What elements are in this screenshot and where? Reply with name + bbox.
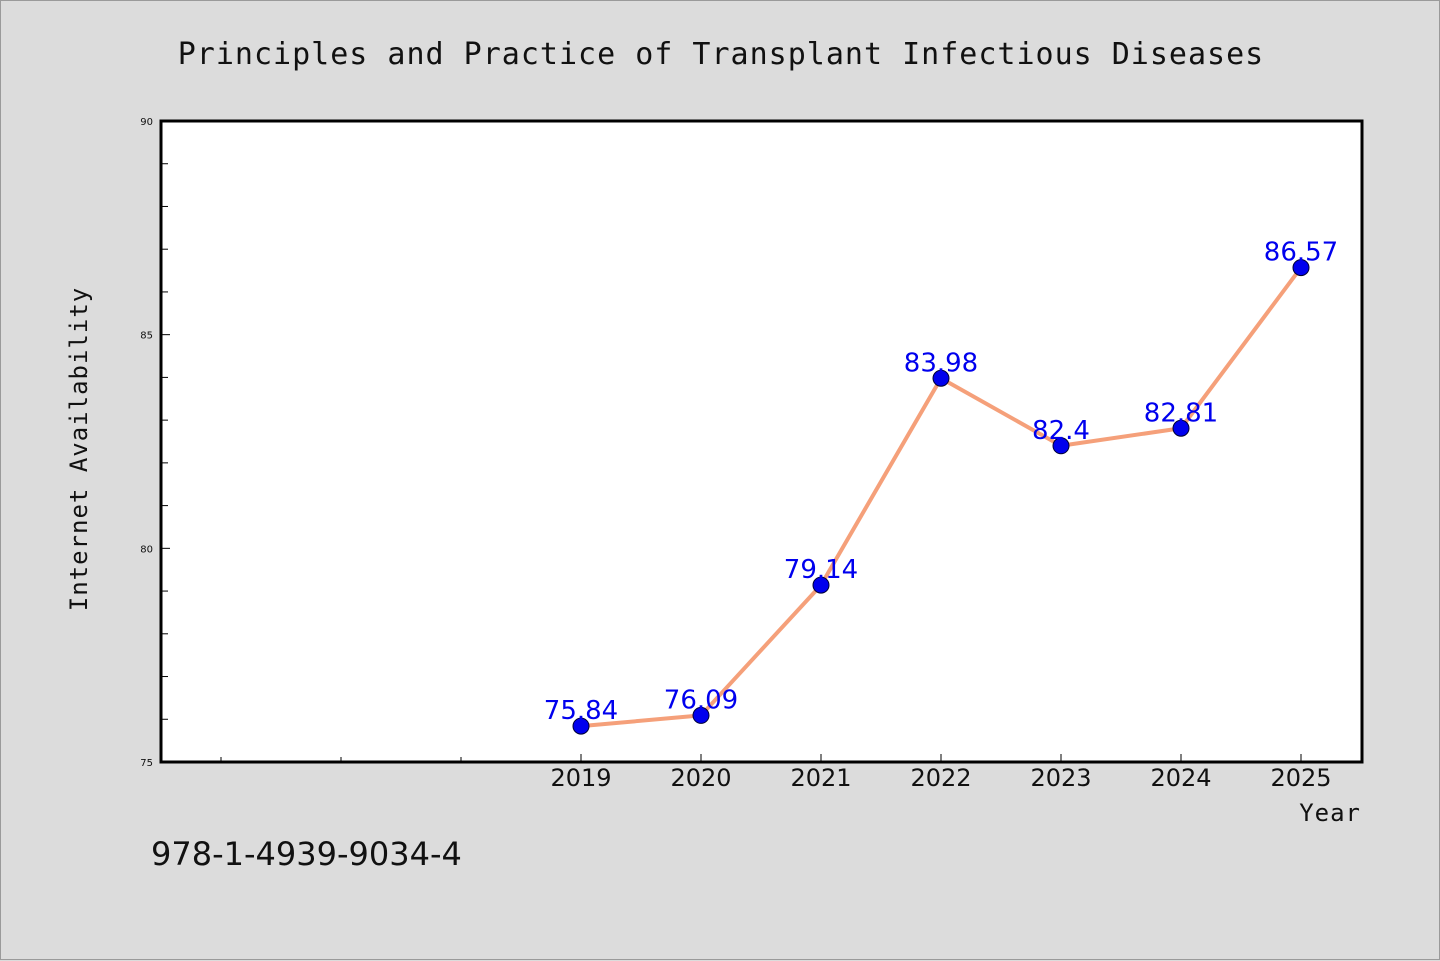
x-tick-label: 2021 bbox=[790, 764, 851, 792]
x-tick-label: 2024 bbox=[1150, 764, 1211, 792]
y-tick-label: 80 bbox=[140, 544, 153, 555]
data-label: 83.98 bbox=[904, 348, 978, 378]
data-point bbox=[1052, 437, 1070, 455]
isbn-text: 978-1-4939-9034-4 bbox=[151, 835, 462, 873]
y-axis-label: Internet Availability bbox=[65, 287, 93, 611]
plot-area bbox=[159, 119, 1364, 764]
data-point bbox=[692, 706, 710, 724]
data-point bbox=[932, 369, 950, 387]
data-points bbox=[572, 259, 1310, 735]
data-label: 82.4 bbox=[1032, 416, 1090, 446]
data-labels: 75.84 76.09 79.14 83.98 82.4 82.81 86.57 bbox=[544, 238, 1338, 727]
data-label: 76.09 bbox=[664, 685, 738, 715]
chart-title: Principles and Practice of Transplant In… bbox=[178, 37, 1265, 72]
y-tick-label: 75 bbox=[140, 758, 153, 769]
data-label: 86.57 bbox=[1264, 238, 1338, 268]
data-point bbox=[812, 576, 830, 594]
y-axis: 75 80 85 90 bbox=[140, 117, 170, 769]
x-tick-label: 2023 bbox=[1030, 764, 1091, 792]
y-tick-label: 90 bbox=[140, 117, 153, 128]
data-label: 75.84 bbox=[544, 696, 618, 726]
data-label: 82.81 bbox=[1144, 398, 1218, 428]
data-label: 79.14 bbox=[784, 555, 858, 585]
y-tick-label: 85 bbox=[140, 331, 153, 342]
data-point bbox=[572, 717, 590, 735]
x-tick-label: 2019 bbox=[550, 764, 611, 792]
x-axis-label: Year bbox=[1299, 799, 1361, 827]
x-tick-label: 2022 bbox=[910, 764, 971, 792]
x-axis: 2019 2020 2021 2022 2023 2024 2025 bbox=[220, 754, 1332, 792]
x-tick-label: 2020 bbox=[670, 764, 731, 792]
data-point bbox=[1292, 259, 1310, 277]
x-tick-label: 2025 bbox=[1270, 764, 1331, 792]
data-point bbox=[1172, 419, 1190, 437]
